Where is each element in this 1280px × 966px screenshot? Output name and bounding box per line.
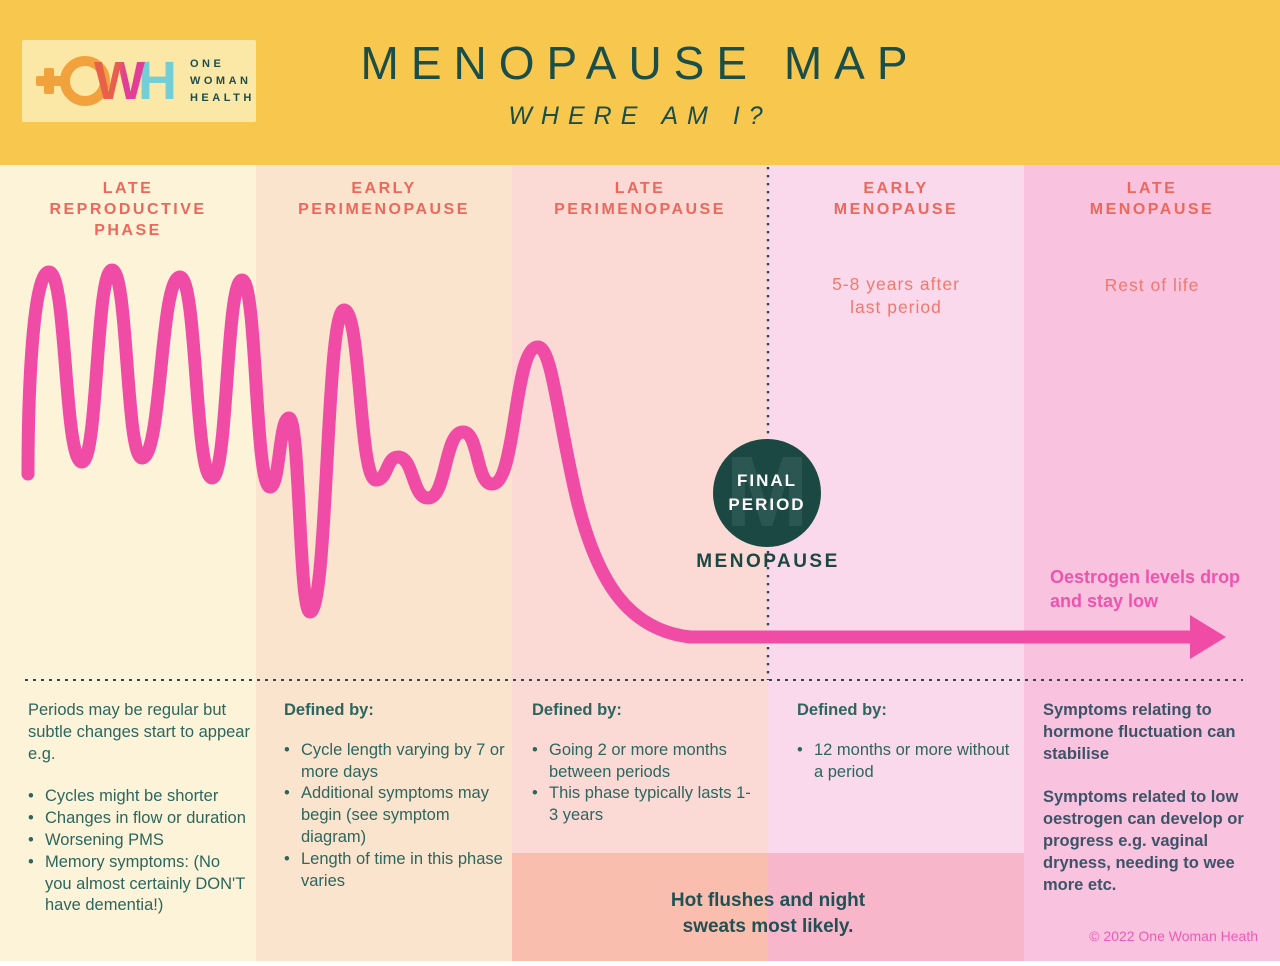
phase-title: LATE REPRODUCTIVE PHASE bbox=[49, 180, 207, 239]
bullet-item: Cycle length varying by 7 or more days bbox=[284, 740, 508, 784]
late-reproductive-description: Periods may be regular but subtle change… bbox=[28, 700, 250, 917]
owh-logo: W H ONE WOMAN HEALTH bbox=[22, 40, 256, 122]
bullet-list: Cycle length varying by 7 or more days A… bbox=[284, 740, 508, 893]
bullet-item: This phase typically lasts 1-3 years bbox=[532, 783, 756, 827]
phase-title: LATE MENOPAUSE bbox=[1089, 180, 1215, 218]
symptoms-paragraph: Symptoms related to low oestrogen can de… bbox=[1043, 788, 1244, 894]
header-band: W H ONE WOMAN HEALTH MENOPAUSE MAP WHERE… bbox=[0, 0, 1280, 165]
logo-letters: W H bbox=[94, 50, 177, 112]
phase-title: EARLY MENOPAUSE bbox=[833, 180, 959, 218]
defined-by-heading: Defined by: bbox=[797, 701, 887, 719]
page-title: MENOPAUSE MAP bbox=[360, 37, 920, 89]
bullet-list: Cycles might be shorter Changes in flow … bbox=[28, 786, 250, 917]
copyright-text: © 2022 One Woman Heath bbox=[1089, 928, 1258, 944]
oestrogen-annotation: Oestrogen levels drop and stay low bbox=[1050, 567, 1241, 611]
phase-note: 5-8 years after last period bbox=[832, 274, 960, 317]
hot-flushes-label: Hot flushes and night sweats most likely… bbox=[670, 890, 866, 937]
phase-title: EARLY PERIMENOPAUSE bbox=[298, 180, 470, 218]
hot-flushes-band-left bbox=[512, 853, 768, 961]
bullet-item: Length of time in this phase varies bbox=[284, 849, 508, 893]
bullet-item: Worsening PMS bbox=[28, 830, 250, 852]
m-watermark: M bbox=[725, 439, 809, 547]
final-period-badge: M FINAL PERIOD bbox=[713, 439, 821, 547]
bullet-item: Additional symptoms may begin (see sympt… bbox=[284, 783, 508, 848]
page-subtitle: WHERE AM I? bbox=[508, 102, 772, 130]
hot-flushes-band-right bbox=[768, 853, 1024, 961]
late-perimenopause-description: Defined by: Going 2 or more months betwe… bbox=[532, 700, 756, 827]
defined-by-heading: Defined by: bbox=[532, 701, 622, 719]
bullet-item: Changes in flow or duration bbox=[28, 808, 250, 830]
bullet-item: 12 months or more without a period bbox=[797, 740, 1017, 784]
bullet-list: Going 2 or more months between periods T… bbox=[532, 740, 756, 827]
intro-text: Periods may be regular but subtle change… bbox=[28, 701, 250, 763]
symptoms-paragraph: Symptoms relating to hormone fluctuation… bbox=[1043, 701, 1236, 763]
phase-title: LATE PERIMENOPAUSE bbox=[554, 180, 726, 218]
defined-by-heading: Defined by: bbox=[284, 701, 374, 719]
female-symbol-icon bbox=[36, 51, 110, 111]
early-perimenopause-description: Defined by: Cycle length varying by 7 or… bbox=[284, 700, 508, 892]
bullet-item: Going 2 or more months between periods bbox=[532, 740, 756, 784]
bullet-item: Memory symptoms: (No you almost certainl… bbox=[28, 852, 250, 917]
bullet-item: Cycles might be shorter bbox=[28, 786, 250, 808]
early-menopause-description: Defined by: 12 months or more without a … bbox=[797, 700, 1017, 783]
late-menopause-description: Symptoms relating to hormone fluctuation… bbox=[1043, 700, 1258, 896]
logo-letter-w: W bbox=[94, 51, 145, 111]
phase-note: Rest of life bbox=[1104, 275, 1200, 295]
bullet-list: 12 months or more without a period bbox=[797, 740, 1017, 784]
menopause-label: MENOPAUSE bbox=[696, 551, 840, 572]
logo-letter-h: H bbox=[137, 51, 177, 111]
brand-name: ONE WOMAN HEALTH bbox=[189, 57, 255, 104]
